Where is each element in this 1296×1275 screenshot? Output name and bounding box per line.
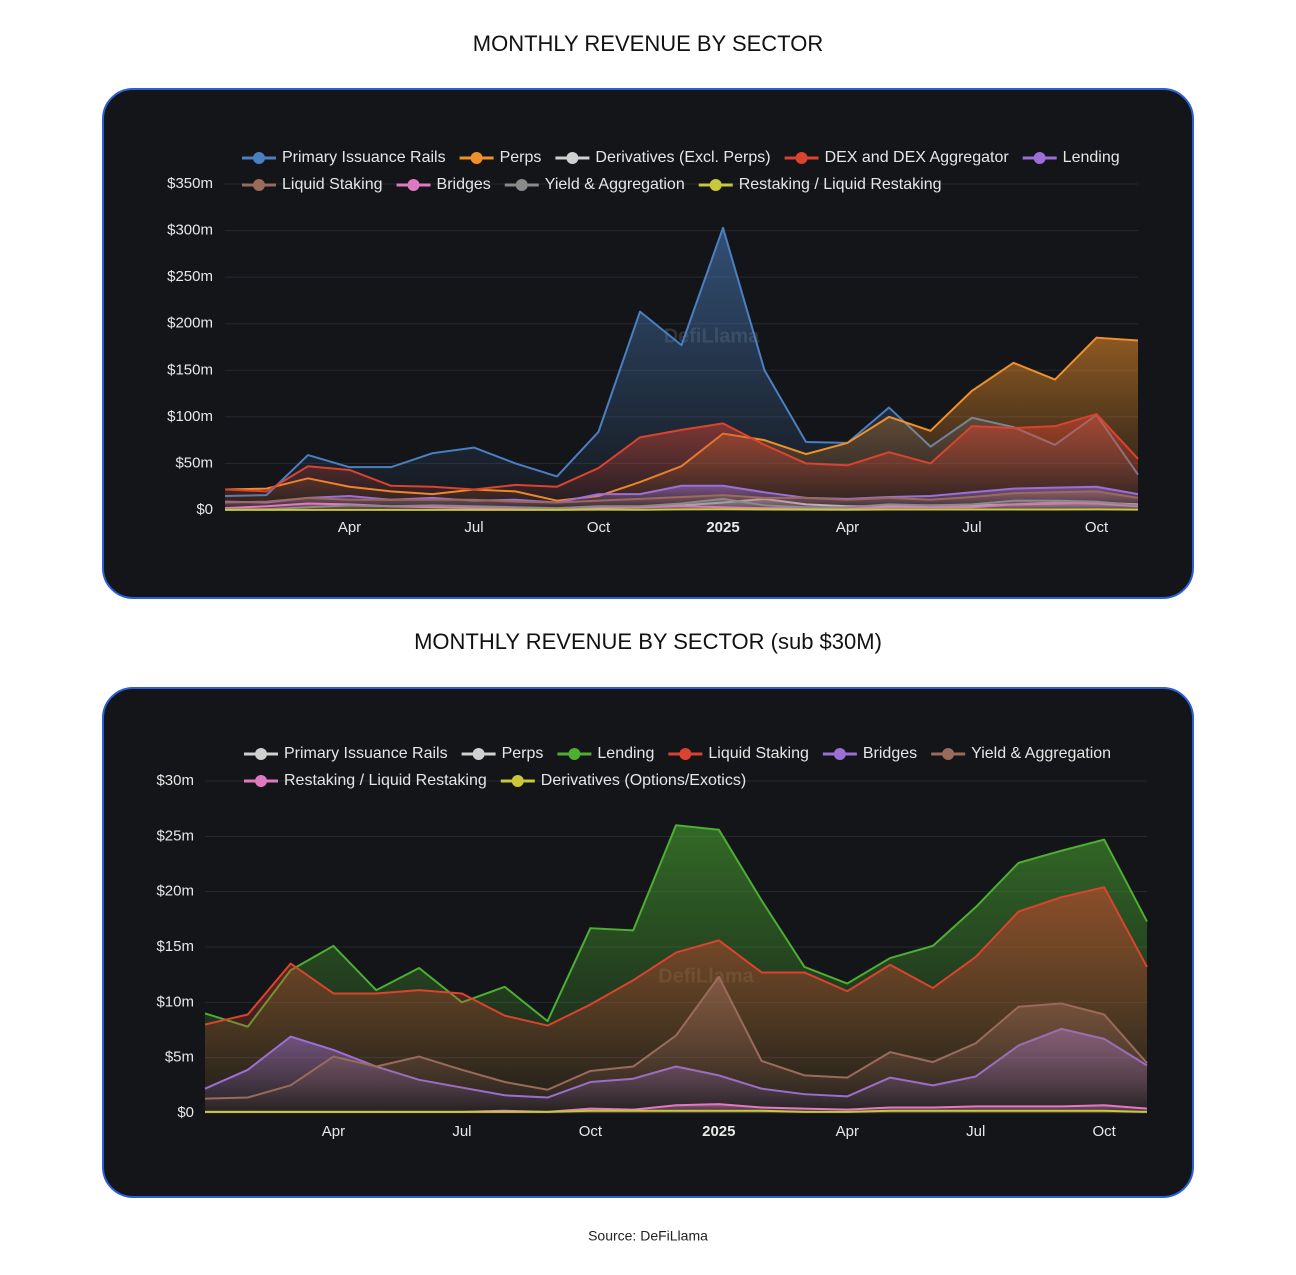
legend-label: Perps (500, 149, 542, 166)
legend-label: Derivatives (Excl. Perps) (595, 149, 770, 166)
legend-label: Bridges (863, 745, 917, 762)
x-tick-label: Oct (579, 1123, 603, 1140)
x-tick-label: 2025 (706, 519, 739, 536)
legend-label: Restaking / Liquid Restaking (739, 176, 942, 193)
legend-item: Perps (461, 745, 544, 762)
legend-item: Liquid Staking (668, 745, 809, 762)
legend-dot (679, 748, 692, 760)
area (205, 976, 1147, 1113)
y-tick-label: $5m (165, 1049, 194, 1066)
legend-dot (470, 152, 483, 164)
source: Source: DeFiLlama (588, 1228, 708, 1244)
y-tick-label: $300m (167, 222, 213, 239)
legend-item: Restaking / Liquid Restaking (698, 176, 942, 193)
x-tick-label: Jul (452, 1123, 471, 1140)
legend-dot (511, 775, 524, 787)
legend-label: Bridges (437, 176, 491, 193)
legend-dot (942, 748, 955, 760)
legend-label: Lending (1063, 149, 1120, 166)
legend-label: Yield & Aggregation (971, 745, 1111, 762)
line (225, 508, 1139, 511)
legend-item: Primary Issuance Rails (244, 745, 448, 762)
legend-label: Derivatives (Options/Exotics) (541, 772, 746, 789)
y-tick-label: $15m (156, 938, 194, 955)
legend-item: Perps (459, 149, 542, 166)
legend-dot (472, 748, 485, 760)
y-tick-label: $10m (156, 993, 194, 1010)
line (204, 824, 1148, 1028)
line (224, 490, 1139, 504)
legend-item: Restaking / Liquid Restaking (244, 772, 487, 789)
legend-dot (566, 152, 579, 164)
line (224, 413, 1139, 493)
legend-dot (1033, 152, 1046, 164)
x-tick-label: Oct (1085, 519, 1109, 536)
y-tick-label: $25m (156, 827, 194, 844)
x-tick-label: Jul (464, 519, 483, 536)
y-tick-label: $0 (177, 1104, 194, 1121)
legend-label: Primary Issuance Rails (282, 149, 446, 166)
y-tick-label: $200m (167, 315, 213, 332)
y-tick-label: $100m (167, 408, 213, 425)
x-tick-label: Apr (836, 519, 859, 536)
legend-label: Perps (502, 745, 544, 762)
y-tick-label: $50m (175, 454, 213, 471)
legend-label: Primary Issuance Rails (284, 745, 448, 762)
line (204, 886, 1148, 1027)
legend-label: Yield & Aggregation (545, 176, 685, 193)
y-tick-label: $0 (196, 501, 213, 518)
y-tick-label: $20m (156, 883, 194, 900)
legend-item: Lending (1022, 149, 1120, 166)
legend-item: Bridges (396, 176, 491, 193)
legend-label: Lending (597, 745, 654, 762)
legend-item: Derivatives (Options/Exotics) (500, 772, 746, 789)
legend-dot (833, 748, 846, 760)
legend-dot (795, 152, 808, 164)
x-tick-label: Apr (322, 1123, 345, 1140)
legend-dot (407, 179, 420, 191)
legend-item: Yield & Aggregation (931, 745, 1111, 762)
legend-dot (515, 179, 528, 191)
legend-label: Liquid Staking (708, 745, 809, 762)
y-tick-label: $30m (156, 772, 194, 789)
legend-label: Liquid Staking (282, 176, 383, 193)
chart-title: MONTHLY REVENUE BY SECTOR (473, 31, 823, 56)
x-tick-label: Oct (587, 519, 611, 536)
legend-item: Liquid Staking (242, 176, 383, 193)
x-tick-label: Apr (836, 1123, 859, 1140)
line (204, 975, 1148, 1100)
x-tick-label: Jul (966, 1123, 985, 1140)
legend-item: Derivatives (Excl. Perps) (555, 149, 771, 166)
legend-label: DEX and DEX Aggregator (825, 149, 1010, 166)
x-tick-label: Jul (962, 519, 981, 536)
legend-item: Bridges (822, 745, 917, 762)
legend-item: Lending (557, 745, 654, 762)
line (224, 484, 1139, 504)
legend-dot (255, 748, 267, 760)
area (225, 414, 1138, 510)
legend-dot (568, 748, 581, 760)
legend-dot (253, 152, 265, 164)
y-tick-label: $250m (167, 268, 213, 285)
x-tick-label: 2025 (702, 1123, 735, 1140)
x-tick-label: Oct (1093, 1123, 1117, 1140)
legend-item: DEX and DEX Aggregator (784, 149, 1010, 166)
legend-dot (253, 179, 265, 191)
legend-label: Restaking / Liquid Restaking (284, 772, 487, 789)
legend-item: Yield & Aggregation (504, 176, 685, 193)
legend-dot (709, 179, 722, 191)
line (205, 1109, 1148, 1113)
chart-title: MONTHLY REVENUE BY SECTOR (sub $30M) (414, 629, 882, 654)
x-tick-label: Apr (338, 519, 361, 536)
legend-dot (255, 775, 267, 787)
legend-item: Primary Issuance Rails (242, 149, 446, 166)
y-tick-label: $350m (167, 175, 213, 192)
y-tick-label: $150m (167, 361, 213, 378)
line (225, 497, 1139, 511)
